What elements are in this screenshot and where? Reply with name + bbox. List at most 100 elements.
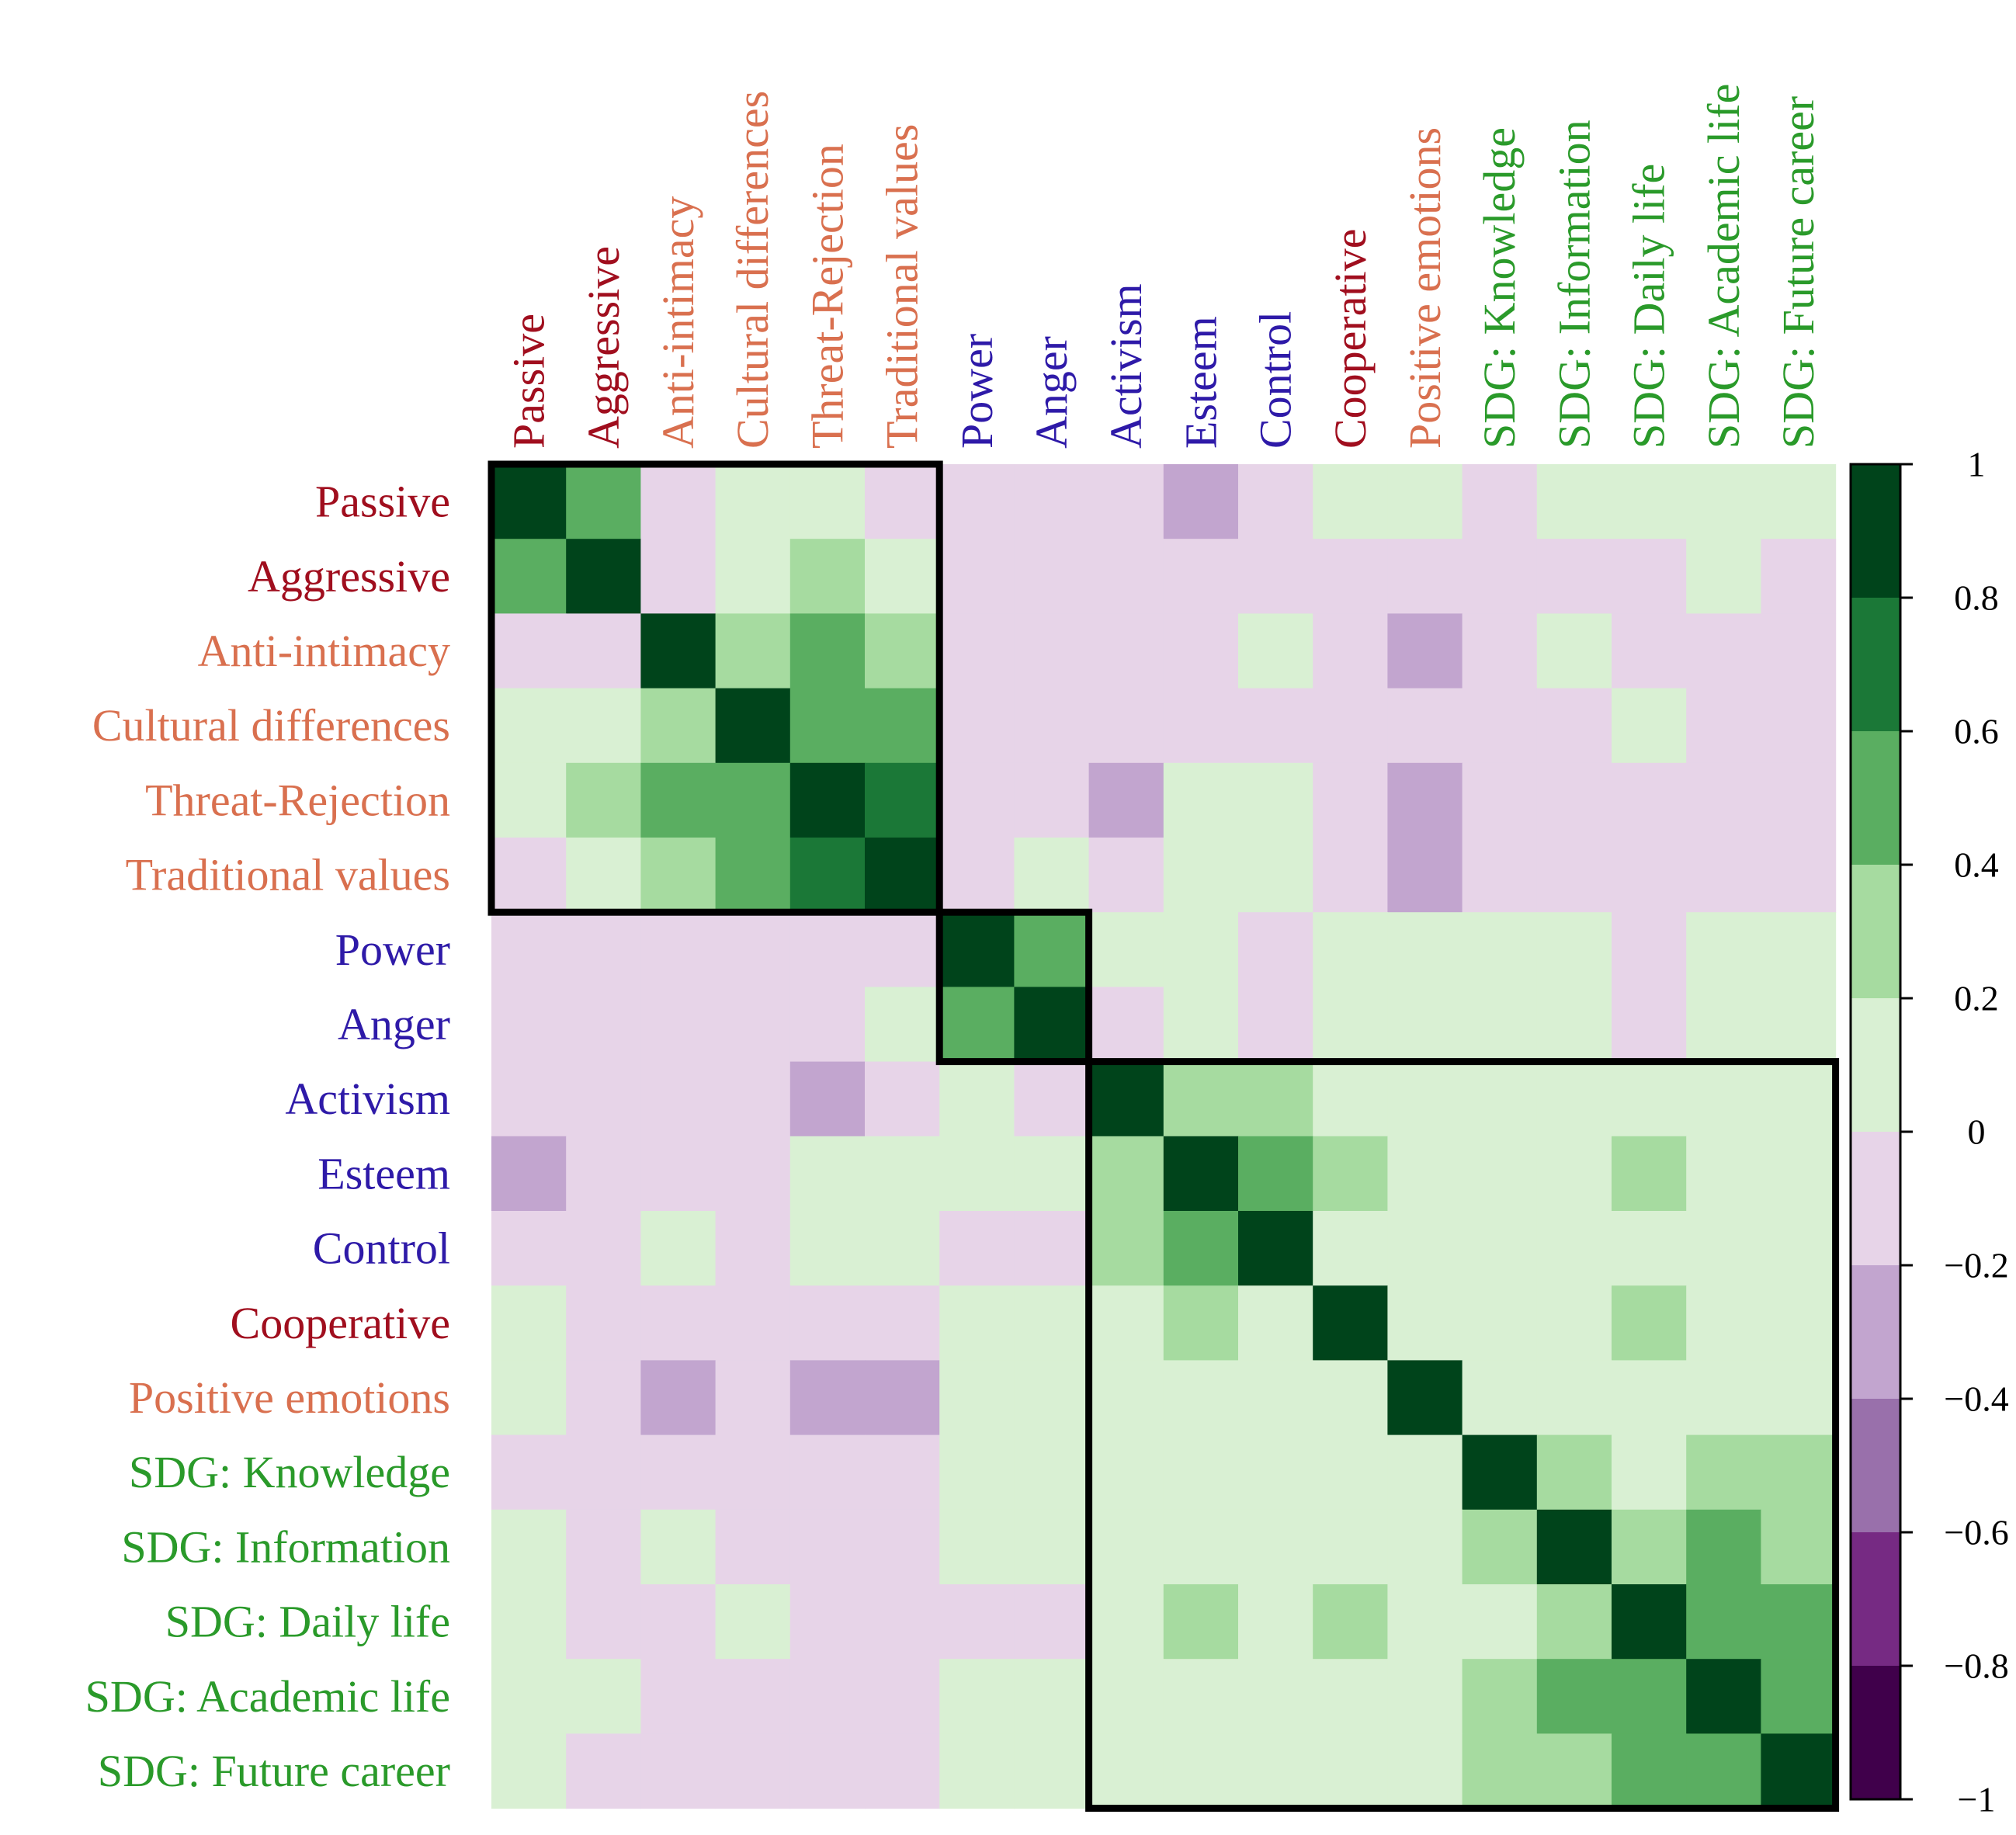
heatmap-cell-anger-x-esteem xyxy=(1163,987,1239,1063)
heatmap-cell-aggressive-x-cooperative xyxy=(1313,539,1388,614)
heatmap-cell-esteem-x-aggressive xyxy=(566,1136,641,1212)
heatmap-cell-anger-x-activism xyxy=(1088,987,1164,1063)
heatmap-cell-anger-x-sdg-daily-life xyxy=(1612,987,1687,1063)
colorbar-tick-label-5: 0.2 xyxy=(1954,979,1999,1018)
row-label-sdg-information: SDG: Information xyxy=(121,1521,450,1572)
cluster-block-border-1 xyxy=(488,460,943,916)
column-label-anger: Anger xyxy=(1026,336,1077,449)
heatmap-cell-positive-emotions-x-passive xyxy=(491,1360,567,1436)
heatmap-cell-esteem-x-sdg-knowledge xyxy=(1462,1136,1538,1212)
heatmap-cell-esteem-x-passive xyxy=(491,1136,567,1212)
heatmap-cell-cooperative-x-anti-intimacy xyxy=(640,1285,717,1361)
heatmap-cell-cultural-differences-x-power xyxy=(939,688,1015,764)
heatmap-cell-threat-rejection-x-power xyxy=(939,762,1015,838)
heatmap-cell-anger-x-power xyxy=(939,987,1015,1063)
column-label-positive-emotions: Positive emotions xyxy=(1400,127,1450,449)
heatmap-cell-sdg-daily-life-x-traditional-values xyxy=(865,1584,940,1660)
column-label-cooperative: Cooperative xyxy=(1325,229,1376,449)
heatmap-cell-sdg-knowledge-x-sdg-academic-life xyxy=(1686,1434,1761,1511)
heatmap-cell-aggressive-x-sdg-information xyxy=(1536,539,1612,614)
heatmap-cell-activism-x-esteem xyxy=(1163,1061,1239,1137)
column-label-cultural-differences: Cultural differences xyxy=(727,91,778,449)
heatmap-cell-cooperative-x-sdg-daily-life xyxy=(1612,1285,1687,1361)
heatmap-cell-sdg-academic-life-x-cultural-differences xyxy=(715,1659,791,1734)
heatmap-cell-cultural-differences-x-positive-emotions xyxy=(1387,688,1463,764)
heatmap-cell-traditional-values-x-sdg-information xyxy=(1536,838,1612,913)
heatmap-cell-threat-rejection-x-anti-intimacy xyxy=(640,762,717,838)
heatmap-cell-traditional-values-x-control xyxy=(1238,838,1313,913)
heatmap-cell-sdg-academic-life-x-anti-intimacy xyxy=(640,1659,717,1734)
heatmap-cell-sdg-knowledge-x-cultural-differences xyxy=(715,1434,791,1511)
heatmap-cell-sdg-academic-life-x-sdg-knowledge xyxy=(1462,1659,1538,1734)
heatmap-cell-power-x-anger xyxy=(1014,912,1090,987)
heatmap-cell-sdg-future-career-x-esteem xyxy=(1163,1733,1239,1809)
heatmap-cell-power-x-esteem xyxy=(1163,912,1239,987)
heatmap-cell-passive-x-anger xyxy=(1014,464,1090,539)
column-label-threat-rejection: Threat-Rejection xyxy=(802,144,852,449)
column-label-anti-intimacy: Anti-intimacy xyxy=(653,196,703,449)
heatmap-cell-sdg-daily-life-x-sdg-future-career xyxy=(1761,1584,1837,1660)
column-label-passive: Passive xyxy=(504,314,554,449)
heatmap-cell-control-x-cultural-differences xyxy=(715,1211,791,1286)
heatmap-cell-passive-x-sdg-knowledge xyxy=(1462,464,1538,539)
heatmap-cell-sdg-future-career-x-traditional-values xyxy=(865,1733,940,1809)
heatmap-cell-cultural-differences-x-passive xyxy=(491,688,567,764)
heatmap-cell-control-x-threat-rejection xyxy=(789,1211,866,1286)
heatmap-cell-positive-emotions-x-sdg-academic-life xyxy=(1686,1360,1761,1436)
heatmap-cell-anger-x-aggressive xyxy=(566,987,641,1063)
heatmap-cell-passive-x-sdg-daily-life xyxy=(1612,464,1687,539)
heatmap-cell-esteem-x-anti-intimacy xyxy=(640,1136,717,1212)
heatmap-cell-control-x-sdg-daily-life xyxy=(1612,1211,1687,1286)
colorbar-tick-label-4: 0.4 xyxy=(1954,845,1999,885)
heatmap-cell-traditional-values-x-anti-intimacy xyxy=(640,838,717,913)
column-label-traditional-values: Traditional values xyxy=(877,124,928,449)
heatmap-cell-anti-intimacy-x-traditional-values xyxy=(865,613,940,689)
heatmap-cell-positive-emotions-x-sdg-knowledge xyxy=(1462,1360,1538,1436)
heatmap-cell-passive-x-control xyxy=(1238,464,1313,539)
heatmap-cell-power-x-activism xyxy=(1088,912,1164,987)
heatmap-cell-sdg-academic-life-x-esteem xyxy=(1163,1659,1239,1734)
heatmap-cell-sdg-academic-life-x-aggressive xyxy=(566,1659,641,1734)
heatmap-cell-sdg-daily-life-x-power xyxy=(939,1584,1015,1660)
heatmap-cell-sdg-information-x-threat-rejection xyxy=(789,1509,866,1585)
heatmap-cell-sdg-knowledge-x-control xyxy=(1238,1434,1313,1511)
heatmap-cell-sdg-academic-life-x-anger xyxy=(1014,1659,1090,1734)
heatmap-cell-control-x-anti-intimacy xyxy=(640,1211,717,1286)
heatmap-cell-cooperative-x-sdg-knowledge xyxy=(1462,1285,1538,1361)
column-label-sdg-future-career: SDG: Future career xyxy=(1773,96,1823,449)
heatmap-cell-passive-x-positive-emotions xyxy=(1387,464,1463,539)
heatmap-cell-threat-rejection-x-sdg-knowledge xyxy=(1462,762,1538,838)
heatmap-cell-sdg-daily-life-x-esteem xyxy=(1163,1584,1239,1660)
heatmap-cell-sdg-knowledge-x-passive xyxy=(491,1434,567,1511)
row-label-anger: Anger xyxy=(338,999,450,1049)
heatmap-cell-sdg-academic-life-x-threat-rejection xyxy=(789,1659,866,1734)
heatmap-cell-traditional-values-x-traditional-values xyxy=(865,838,940,913)
heatmap-cell-activism-x-sdg-information xyxy=(1536,1061,1612,1137)
heatmap-cell-sdg-future-career-x-passive xyxy=(491,1733,567,1809)
colorbar-bin-2 xyxy=(1851,598,1900,732)
heatmap-cell-threat-rejection-x-positive-emotions xyxy=(1387,762,1463,838)
heatmap-cell-sdg-information-x-sdg-knowledge xyxy=(1462,1509,1538,1585)
heatmap-cell-sdg-information-x-sdg-daily-life xyxy=(1612,1509,1687,1585)
heatmap-cell-sdg-information-x-sdg-information xyxy=(1536,1509,1612,1585)
row-label-aggressive: Aggressive xyxy=(248,551,450,602)
heatmap-cell-traditional-values-x-cultural-differences xyxy=(715,838,791,913)
heatmap-cell-sdg-information-x-traditional-values xyxy=(865,1509,940,1585)
heatmap-cell-sdg-knowledge-x-esteem xyxy=(1163,1434,1239,1511)
heatmap-cell-control-x-control xyxy=(1238,1211,1313,1286)
heatmap-cells xyxy=(491,464,1837,1809)
heatmap-cell-control-x-positive-emotions xyxy=(1387,1211,1463,1286)
heatmap-cell-activism-x-cooperative xyxy=(1313,1061,1388,1137)
colorbar-tick-label-6: 0 xyxy=(1968,1112,1986,1152)
heatmap-cell-sdg-academic-life-x-traditional-values xyxy=(865,1659,940,1734)
colorbar-bin-3 xyxy=(1851,731,1900,865)
column-label-power: Power xyxy=(952,334,1002,449)
heatmap-cell-esteem-x-cooperative xyxy=(1313,1136,1388,1212)
heatmap-cell-esteem-x-cultural-differences xyxy=(715,1136,791,1212)
heatmap-cell-control-x-esteem xyxy=(1163,1211,1239,1286)
row-label-traditional-values: Traditional values xyxy=(126,850,450,900)
heatmap-cell-anti-intimacy-x-aggressive xyxy=(566,613,641,689)
heatmap-cell-sdg-academic-life-x-sdg-academic-life xyxy=(1686,1659,1761,1734)
heatmap-cell-aggressive-x-anti-intimacy xyxy=(640,539,717,614)
heatmap-cell-sdg-information-x-control xyxy=(1238,1509,1313,1585)
